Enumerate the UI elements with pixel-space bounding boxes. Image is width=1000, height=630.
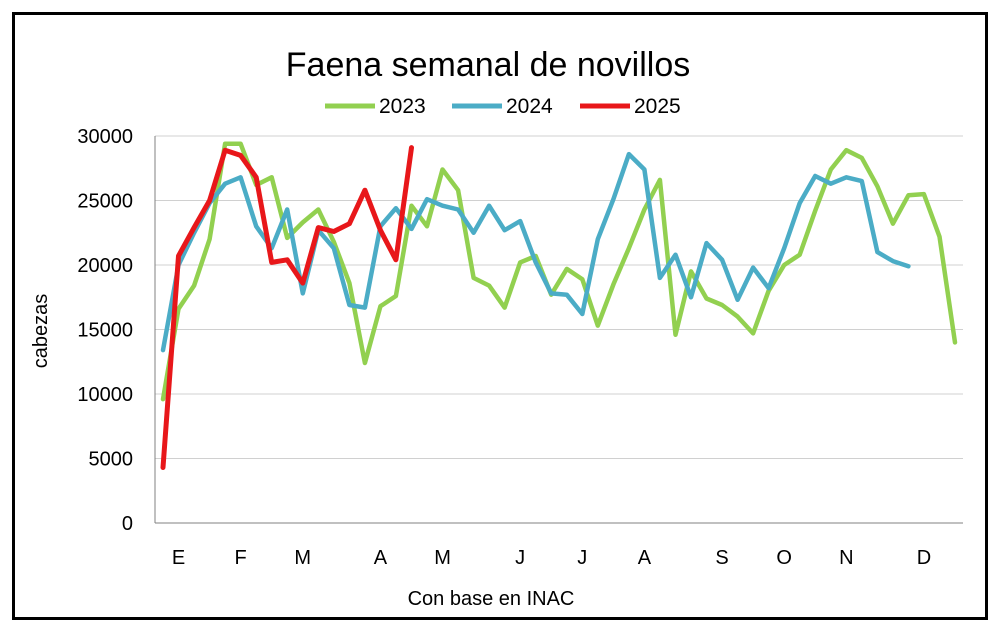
x-tick-label: J [577,547,587,569]
y-tick-label: 30000 [77,126,133,148]
y-axis-ticks: 0 5000 10000 15000 20000 25000 30000 [77,126,133,535]
x-tick-label: N [839,547,853,569]
y-axis-label: cabezas [30,294,52,369]
y-tick-label: 10000 [77,384,133,406]
x-tick-label: D [917,547,931,569]
x-tick-label: M [434,547,451,569]
series-line-2023 [160,141,958,402]
legend: 2023 2024 2025 [325,95,681,118]
x-tick-label: M [294,547,311,569]
x-tick-label: O [776,547,792,569]
series-line-2025 [160,145,414,470]
x-tick-label: S [715,547,728,569]
chart-title: Faena semanal de novillos [286,46,690,84]
chart-frame: Faena semanal de novillos 2023 2024 2025 0… [12,12,988,620]
x-axis-label: Con base en INAC [408,588,575,610]
legend-label-2023: 2023 [379,95,426,118]
y-tick-label: 25000 [77,191,133,213]
y-tick-label: 15000 [77,320,133,342]
line-chart: Faena semanal de novillos 2023 2024 2025 0… [30,46,963,610]
x-tick-label: A [638,547,652,569]
y-tick-label: 20000 [77,255,133,277]
series-line-2024 [160,151,911,353]
legend-label-2025: 2025 [634,95,681,118]
x-tick-label: F [235,547,247,569]
legend-label-2024: 2024 [506,95,553,118]
series-layer [160,141,958,470]
x-tick-label: J [515,547,525,569]
y-tick-label: 5000 [89,449,134,471]
x-tick-label: A [374,547,388,569]
x-tick-label: E [172,547,185,569]
y-tick-label: 0 [122,513,133,535]
